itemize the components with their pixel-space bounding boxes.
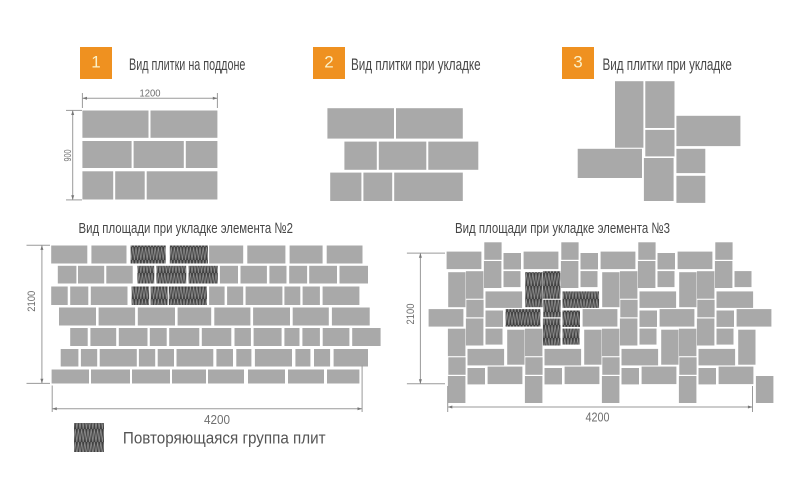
svg-text:1200: 1200 — [140, 88, 161, 99]
svg-text:900: 900 — [63, 149, 74, 161]
svg-text:4200: 4200 — [586, 410, 610, 425]
svg-text:Вид плитки при укладке: Вид плитки при укладке — [603, 56, 732, 74]
svg-text:2100: 2100 — [405, 304, 417, 325]
svg-text:3: 3 — [573, 53, 582, 72]
svg-text:Вид плитки при укладке: Вид плитки при укладке — [351, 56, 481, 74]
svg-text:2100: 2100 — [26, 291, 38, 312]
svg-text:2: 2 — [324, 53, 333, 72]
svg-text:4200: 4200 — [204, 412, 230, 427]
svg-text:Вид площади при укладке элемен: Вид площади при укладке элемента №2 — [79, 220, 294, 237]
svg-text:Вид плитки на поддоне: Вид плитки на поддоне — [129, 56, 245, 74]
svg-text:Повторяющаяся группа плит: Повторяющаяся группа плит — [123, 429, 326, 448]
svg-text:Вид площади при укладке элемен: Вид площади при укладке элемента №3 — [455, 220, 670, 237]
svg-text:1: 1 — [91, 53, 100, 72]
